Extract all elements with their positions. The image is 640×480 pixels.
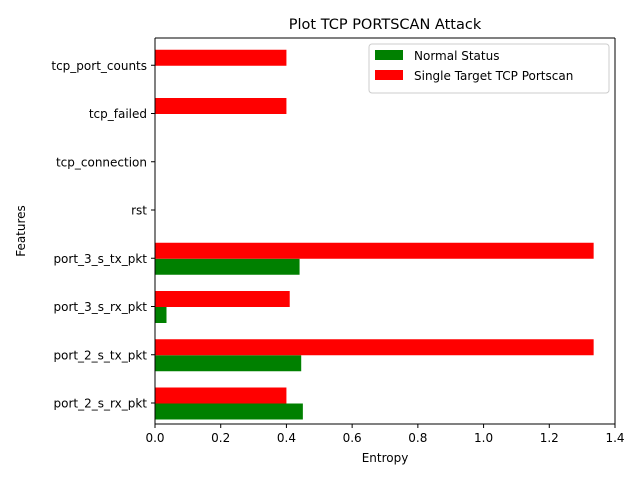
- x-tick-label: 1.0: [474, 431, 493, 445]
- x-tick-label: 1.2: [540, 431, 559, 445]
- y-axis-label: Features: [14, 205, 28, 257]
- bars: [155, 49, 594, 420]
- bar-normal-port-2-s-tx-pkt: [155, 355, 302, 372]
- y-tick-label: port_3_s_rx_pkt: [54, 300, 148, 314]
- bar-portscan-port-3-s-rx-pkt: [155, 291, 290, 307]
- x-tick-label: 0.0: [145, 431, 164, 445]
- axes: [154, 37, 616, 425]
- y-tick-label: port_3_s_tx_pkt: [53, 252, 147, 266]
- legend-swatch: [375, 70, 403, 80]
- bar-portscan-port-3-s-tx-pkt: [155, 242, 594, 259]
- x-ticks: 0.0 0.2 0.4 0.6 0.8 1.0 1.2 1.4: [145, 424, 625, 445]
- x-tick-label: 1.4: [605, 431, 624, 445]
- legend-swatch: [375, 50, 403, 60]
- y-ticks: port_2_s_rx_pkt port_2_s_tx_pkt port_3_s_r…: [51, 59, 155, 411]
- y-tick-label: tcp_port_counts: [51, 59, 147, 73]
- x-axis-label: Entropy: [362, 451, 409, 465]
- x-tick-label: 0.2: [211, 431, 230, 445]
- y-tick-label: port_2_s_tx_pkt: [53, 348, 147, 362]
- x-tick-label: 0.4: [277, 431, 296, 445]
- legend-label: Single Target TCP Portscan: [414, 69, 573, 83]
- x-tick-label: 0.8: [408, 431, 427, 445]
- bar-normal-port-3-s-rx-pkt: [155, 307, 167, 323]
- legend-label: Normal Status: [414, 49, 499, 63]
- bar-portscan-tcp-failed: [155, 98, 287, 114]
- y-tick-label: tcp_failed: [89, 107, 147, 121]
- legend-box: [368, 43, 610, 94]
- chart-title: Plot TCP PORTSCAN Attack: [289, 17, 482, 33]
- y-tick-label: rst: [131, 204, 147, 218]
- y-tick-label: port_2_s_rx_pkt: [54, 397, 148, 411]
- legend: Normal Status Single Target TCP Portscan: [368, 43, 610, 94]
- bar-portscan-tcp-port-counts: [155, 49, 287, 66]
- x-tick-label: 0.6: [343, 431, 362, 445]
- bar-portscan-port-2-s-tx-pkt: [155, 339, 594, 356]
- bar-normal-port-3-s-tx-pkt: [155, 258, 300, 275]
- bar-portscan-port-2-s-rx-pkt: [155, 387, 287, 404]
- y-tick-label: tcp_connection: [56, 155, 147, 169]
- bar-normal-port-2-s-rx-pkt: [155, 403, 303, 420]
